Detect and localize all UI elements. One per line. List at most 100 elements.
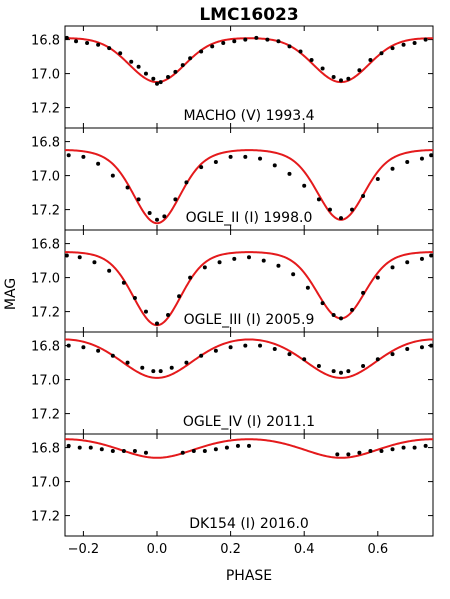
observation-point (412, 41, 417, 45)
observation-point (346, 369, 351, 374)
observation-point (221, 41, 226, 45)
observation-point (202, 265, 207, 270)
observation-point (184, 360, 189, 365)
observation-point (346, 76, 351, 81)
y-tick-label: 17.0 (31, 272, 60, 287)
observation-point (287, 171, 292, 176)
x-tick-label: −0.2 (68, 542, 100, 557)
observation-point (85, 41, 90, 45)
observation-point (401, 42, 406, 47)
observation-point (423, 443, 428, 448)
observation-point (107, 268, 112, 273)
x-axis-title: PHASE (226, 568, 272, 584)
observation-point (64, 253, 69, 258)
observation-point (143, 309, 148, 314)
observation-point (188, 56, 193, 61)
observation-point (331, 369, 336, 374)
observation-point (265, 37, 270, 42)
observation-point (390, 166, 395, 171)
observation-point (254, 35, 259, 40)
observation-point (213, 160, 218, 164)
y-tick-label: 17.2 (31, 510, 60, 525)
observation-point (429, 253, 434, 258)
observation-point (151, 369, 156, 374)
observation-point (66, 443, 71, 448)
observation-point (110, 353, 115, 358)
observation-point (96, 161, 101, 166)
observation-point (224, 445, 229, 450)
x-tick-label: 0.4 (294, 542, 315, 557)
observation-point (368, 449, 373, 453)
observation-point (357, 450, 362, 455)
observation-point (405, 347, 410, 351)
observation-point (180, 63, 185, 68)
observation-point (92, 260, 97, 265)
observation-point (327, 207, 332, 212)
observation-point (180, 450, 185, 455)
observation-point (140, 365, 145, 370)
observation-point (99, 447, 104, 452)
y-tick-label: 16.8 (31, 136, 60, 151)
y-axis-title: MAG (3, 278, 19, 310)
observation-point (339, 216, 343, 221)
observation-point (405, 260, 410, 265)
model-curve (64, 149, 434, 225)
panel-frame (64, 433, 434, 537)
observation-point (169, 365, 174, 370)
observation-point (287, 352, 292, 357)
observation-point (199, 353, 204, 358)
observation-point (346, 452, 351, 457)
observation-point (419, 345, 424, 350)
observation-point (228, 345, 233, 350)
observation-point (151, 76, 156, 81)
observation-point (202, 449, 207, 453)
observation-point (412, 445, 417, 450)
panel-label: OGLE_III (I) 2005.9 (184, 312, 315, 328)
observation-point (143, 450, 148, 455)
observation-point (419, 156, 424, 161)
x-tick-label: 0.2 (220, 542, 241, 557)
observation-point (162, 214, 167, 219)
observation-point (272, 163, 277, 168)
observation-point (243, 343, 248, 348)
observation-point (390, 265, 395, 270)
y-tick-label: 17.0 (31, 68, 60, 83)
observation-point (429, 153, 434, 158)
observation-point (158, 80, 163, 85)
observation-point (276, 39, 281, 44)
x-tick-label: 0.0 (147, 542, 168, 557)
observation-point (96, 348, 101, 353)
observation-point (232, 256, 237, 261)
observation-point (228, 154, 233, 159)
y-tick-label: 17.2 (31, 102, 60, 117)
observation-point (309, 58, 314, 62)
observation-point (390, 46, 395, 51)
y-tick-label: 16.8 (31, 442, 60, 457)
observation-point (232, 39, 237, 44)
observation-point (390, 447, 395, 452)
observation-point (110, 173, 115, 178)
observation-point (132, 449, 137, 453)
observation-point (357, 68, 362, 73)
observation-point (77, 445, 82, 450)
observation-point (155, 81, 159, 86)
observation-point (210, 44, 215, 49)
observation-point (305, 285, 310, 290)
observation-point (243, 154, 248, 159)
observation-point (429, 343, 434, 348)
observation-point (339, 78, 343, 83)
observation-point (419, 256, 424, 261)
observation-point (335, 452, 340, 457)
x-tick-label: 0.6 (367, 542, 388, 557)
observation-point (213, 447, 218, 452)
observation-point (121, 449, 126, 453)
observation-point (132, 296, 137, 300)
model-curve (65, 438, 433, 459)
observation-point (166, 75, 171, 79)
observation-point (235, 443, 240, 448)
observation-point (147, 211, 152, 215)
observation-point (368, 58, 373, 62)
panel-label: OGLE_IV (I) 2011.1 (183, 414, 315, 430)
observation-point (217, 260, 222, 265)
observation-point (143, 71, 148, 76)
